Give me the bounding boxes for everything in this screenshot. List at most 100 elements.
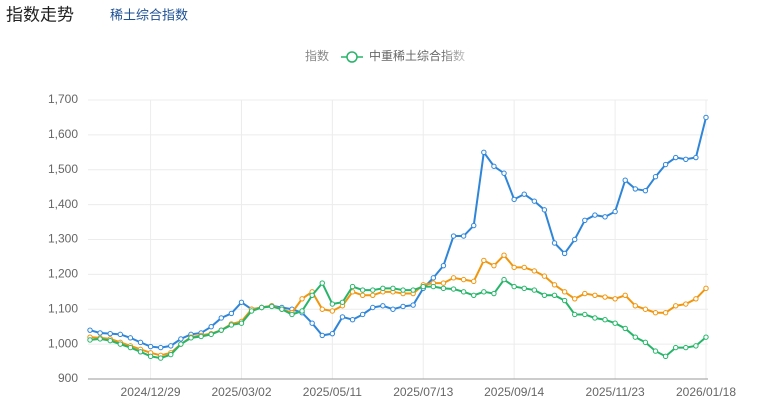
point — [127, 335, 134, 341]
point — [117, 341, 123, 347]
point — [370, 304, 376, 311]
point — [440, 262, 447, 269]
point — [349, 317, 356, 323]
point — [329, 330, 336, 337]
point — [491, 163, 497, 169]
point — [339, 314, 346, 320]
point — [531, 198, 538, 204]
point — [511, 264, 517, 271]
point — [87, 327, 93, 333]
point — [370, 287, 376, 293]
point — [642, 339, 649, 346]
point — [400, 303, 406, 310]
point — [501, 170, 507, 176]
point — [652, 174, 659, 180]
point — [582, 311, 588, 318]
point — [228, 322, 235, 328]
point — [248, 308, 255, 314]
point — [107, 337, 113, 344]
point — [511, 196, 517, 203]
point — [380, 303, 386, 309]
point — [97, 336, 103, 342]
point — [582, 217, 588, 224]
point — [97, 330, 103, 336]
point — [107, 330, 113, 337]
point — [693, 154, 699, 161]
point — [673, 154, 679, 161]
x-tick-label: 2025/07/13 — [393, 385, 453, 399]
point — [541, 292, 548, 298]
point — [329, 308, 336, 314]
point — [592, 315, 598, 321]
point — [703, 334, 709, 340]
point — [572, 311, 578, 318]
x-tick-label: 2024/12/29 — [121, 385, 181, 399]
point — [652, 348, 659, 354]
point — [531, 287, 538, 293]
point — [561, 297, 568, 304]
point — [319, 332, 325, 339]
y-tick-label: 1,600 — [48, 127, 78, 141]
point — [561, 289, 568, 295]
point — [299, 296, 305, 302]
point — [592, 212, 598, 218]
tab-link[interactable]: 稀土综合指数 — [110, 7, 188, 22]
point — [238, 299, 245, 305]
y-tick-label: 900 — [58, 371, 78, 385]
point — [157, 344, 164, 351]
point — [117, 331, 123, 338]
point — [481, 257, 487, 264]
point — [551, 292, 558, 298]
point — [491, 262, 497, 269]
point — [349, 283, 356, 290]
point — [430, 275, 437, 281]
y-tick-label: 1,400 — [48, 197, 78, 211]
point — [430, 283, 437, 290]
point — [339, 299, 346, 305]
point — [157, 355, 164, 361]
point — [662, 161, 669, 168]
x-tick-label: 2025/05/11 — [303, 385, 362, 399]
legend-label: 指数 — [305, 48, 329, 63]
point — [370, 292, 376, 298]
point — [632, 186, 639, 192]
point — [450, 275, 457, 281]
legend-icon — [346, 51, 358, 63]
legend-fade — [440, 48, 480, 66]
series-line — [89, 117, 707, 349]
point — [309, 292, 315, 298]
point — [440, 280, 447, 286]
point — [541, 207, 548, 213]
point — [551, 240, 558, 246]
point — [400, 287, 406, 293]
point — [471, 222, 477, 229]
point — [319, 306, 325, 312]
point — [289, 311, 295, 318]
point — [551, 282, 558, 288]
point — [602, 294, 608, 300]
point — [309, 320, 315, 326]
point — [693, 296, 699, 302]
point — [662, 310, 669, 316]
point — [359, 311, 366, 318]
point — [582, 290, 588, 297]
point — [572, 296, 578, 302]
y-tick-label: 1,200 — [48, 267, 78, 281]
point — [541, 273, 548, 279]
point — [188, 335, 194, 341]
point — [531, 268, 538, 274]
point — [703, 285, 709, 292]
point — [218, 327, 224, 333]
point — [622, 177, 628, 183]
point — [612, 208, 618, 215]
y-tick-label: 1,000 — [48, 336, 78, 350]
point — [359, 292, 366, 298]
point — [683, 156, 689, 162]
point — [521, 264, 527, 271]
point — [218, 315, 224, 321]
point — [471, 278, 477, 285]
y-tick-label: 1,300 — [48, 232, 78, 246]
point — [390, 306, 396, 312]
